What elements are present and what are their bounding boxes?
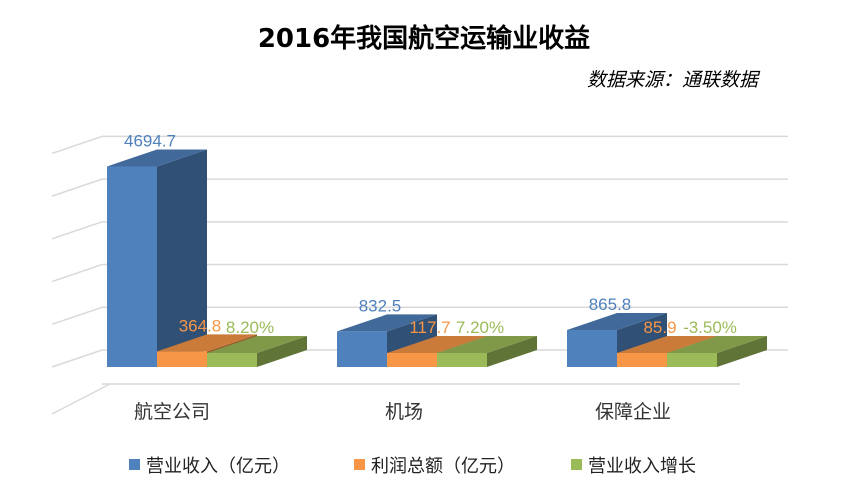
bar-side-2-1 — [487, 336, 537, 367]
data-label-0-1: 832.5 — [359, 296, 402, 315]
gridline-side-1 — [51, 306, 103, 325]
bar-top-0-2 — [567, 313, 667, 331]
bar-top-2-2 — [667, 336, 767, 353]
bar-side-2-2 — [717, 336, 767, 367]
bar-top-2-0 — [207, 336, 307, 353]
category-label-2: 保障企业 — [595, 401, 671, 423]
chart-source: 数据来源：通联数据 — [587, 69, 761, 91]
legend-label-0: 营业收入（亿元） — [146, 456, 290, 477]
bar-top-0-1 — [337, 314, 437, 332]
bar-top-0-0 — [107, 149, 207, 167]
bar-2-2 — [667, 336, 767, 367]
bar-front-1-2 — [617, 353, 667, 367]
data-labels: 4694.7 832.5 865.8 364.8 117.7 85.9 8.20% 7.20%… — [124, 131, 737, 337]
data-label-2-0: 8.20% — [226, 318, 274, 337]
legend: 营业收入（亿元） 利润总额（亿元） 营业收入增长 — [129, 456, 696, 477]
bar-front-0-0 — [107, 166, 157, 367]
bar-top-2-1 — [437, 336, 537, 353]
gridline-side-2 — [51, 263, 103, 283]
legend-item-0: 营业收入（亿元） — [129, 456, 290, 477]
bars — [107, 149, 767, 367]
gridline-side-4 — [51, 178, 103, 197]
data-label-2-1: 7.20% — [456, 318, 504, 337]
data-label-1-0: 364.8 — [179, 316, 222, 335]
gridlines — [51, 135, 788, 415]
bar-0-0 — [107, 149, 207, 367]
bar-front-0-2 — [567, 330, 617, 367]
bar-front-1-0 — [157, 351, 207, 367]
bar-side-2-0 — [257, 336, 307, 367]
category-label-0: 航空公司 — [134, 401, 210, 423]
legend-label-2: 营业收入增长 — [588, 456, 696, 477]
category-axis: 航空公司 机场 保障企业 — [134, 401, 671, 423]
data-label-1-2: 85.9 — [643, 318, 676, 337]
legend-label-1: 利润总额（亿元） — [371, 456, 515, 477]
bar-front-1-1 — [387, 353, 437, 367]
bar-side-0-0 — [157, 149, 207, 367]
bar-top-1-0 — [157, 334, 257, 352]
bar-2-0 — [207, 336, 307, 367]
bar-front-2-2 — [667, 353, 717, 367]
legend-item-1: 利润总额（亿元） — [354, 456, 515, 477]
gridline-side-0 — [51, 349, 103, 368]
legend-item-2: 营业收入增长 — [571, 456, 696, 477]
bar-2-1 — [437, 336, 537, 367]
gridline-side-5 — [51, 135, 103, 155]
data-label-0-0: 4694.7 — [124, 131, 176, 150]
bar-front-0-1 — [337, 331, 387, 367]
data-label-1-1: 117.7 — [409, 318, 450, 337]
chart-title: 2016年我国航空运输业收益 — [258, 23, 590, 54]
floor-side — [51, 383, 111, 415]
legend-swatch-0 — [129, 459, 140, 470]
legend-swatch-1 — [354, 459, 365, 470]
bar-top-1-1 — [387, 336, 487, 353]
bar-front-2-0 — [207, 353, 257, 367]
data-label-0-2: 865.8 — [589, 295, 632, 314]
gridline-side-3 — [51, 221, 103, 240]
bar-front-2-1 — [437, 353, 487, 367]
data-label-2-2: -3.50% — [683, 318, 737, 337]
category-label-1: 机场 — [385, 401, 423, 423]
bar-top-1-2 — [617, 336, 717, 353]
legend-swatch-2 — [571, 459, 582, 470]
